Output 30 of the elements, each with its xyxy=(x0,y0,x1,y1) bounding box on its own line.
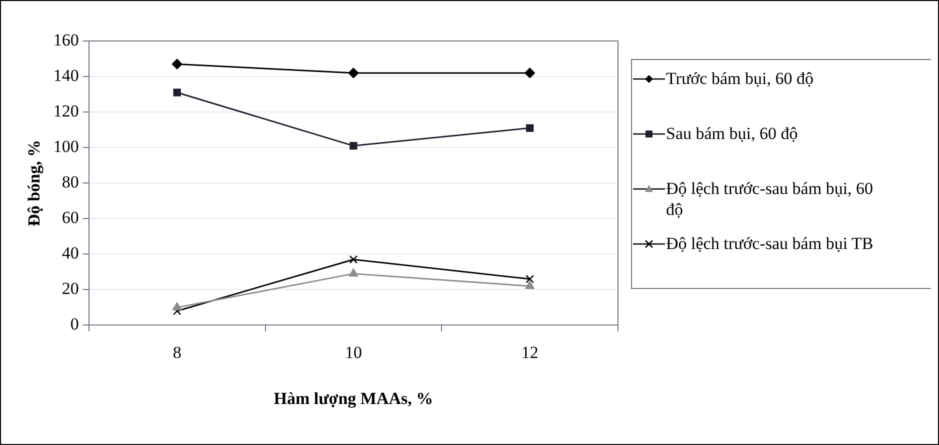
x-tick-label: 10 xyxy=(344,342,362,362)
y-tick-label: 40 xyxy=(62,244,79,263)
y-tick-label: 0 xyxy=(70,314,79,334)
point xyxy=(173,88,181,96)
point xyxy=(349,255,358,264)
legend-label: Sau bám bụi, 60 độ xyxy=(666,123,799,144)
point xyxy=(172,58,182,70)
point xyxy=(525,280,534,290)
y-tick-label: 80 xyxy=(62,172,79,192)
point xyxy=(348,268,358,277)
y-tick-label: 160 xyxy=(53,30,79,50)
x-tick-label: 8 xyxy=(172,342,182,362)
legend-label: Độ lệch trước-sau bám bụi, 60 độ xyxy=(666,178,874,220)
y-tick-label: 20 xyxy=(62,279,79,298)
x-axis-title: Hàm lượng MAAs, % xyxy=(274,389,434,408)
point xyxy=(172,302,182,310)
y-tick-label: 60 xyxy=(62,208,79,228)
x-tick-label: 12 xyxy=(521,342,538,362)
y-tick-label: 140 xyxy=(53,66,79,85)
y-tick-label: 100 xyxy=(53,137,79,156)
legend-label: Trước bám bụi, 60 độ xyxy=(666,68,814,89)
y-tick-label: 120 xyxy=(53,102,79,121)
point xyxy=(524,68,535,78)
point xyxy=(526,124,534,132)
point xyxy=(348,68,359,78)
point xyxy=(172,306,182,316)
legend-label: Độ lệch trước-sau bám bụi TB xyxy=(666,233,874,254)
point xyxy=(350,142,358,150)
point xyxy=(526,274,534,284)
y-axis-title: Độ bóng, % xyxy=(24,140,44,226)
